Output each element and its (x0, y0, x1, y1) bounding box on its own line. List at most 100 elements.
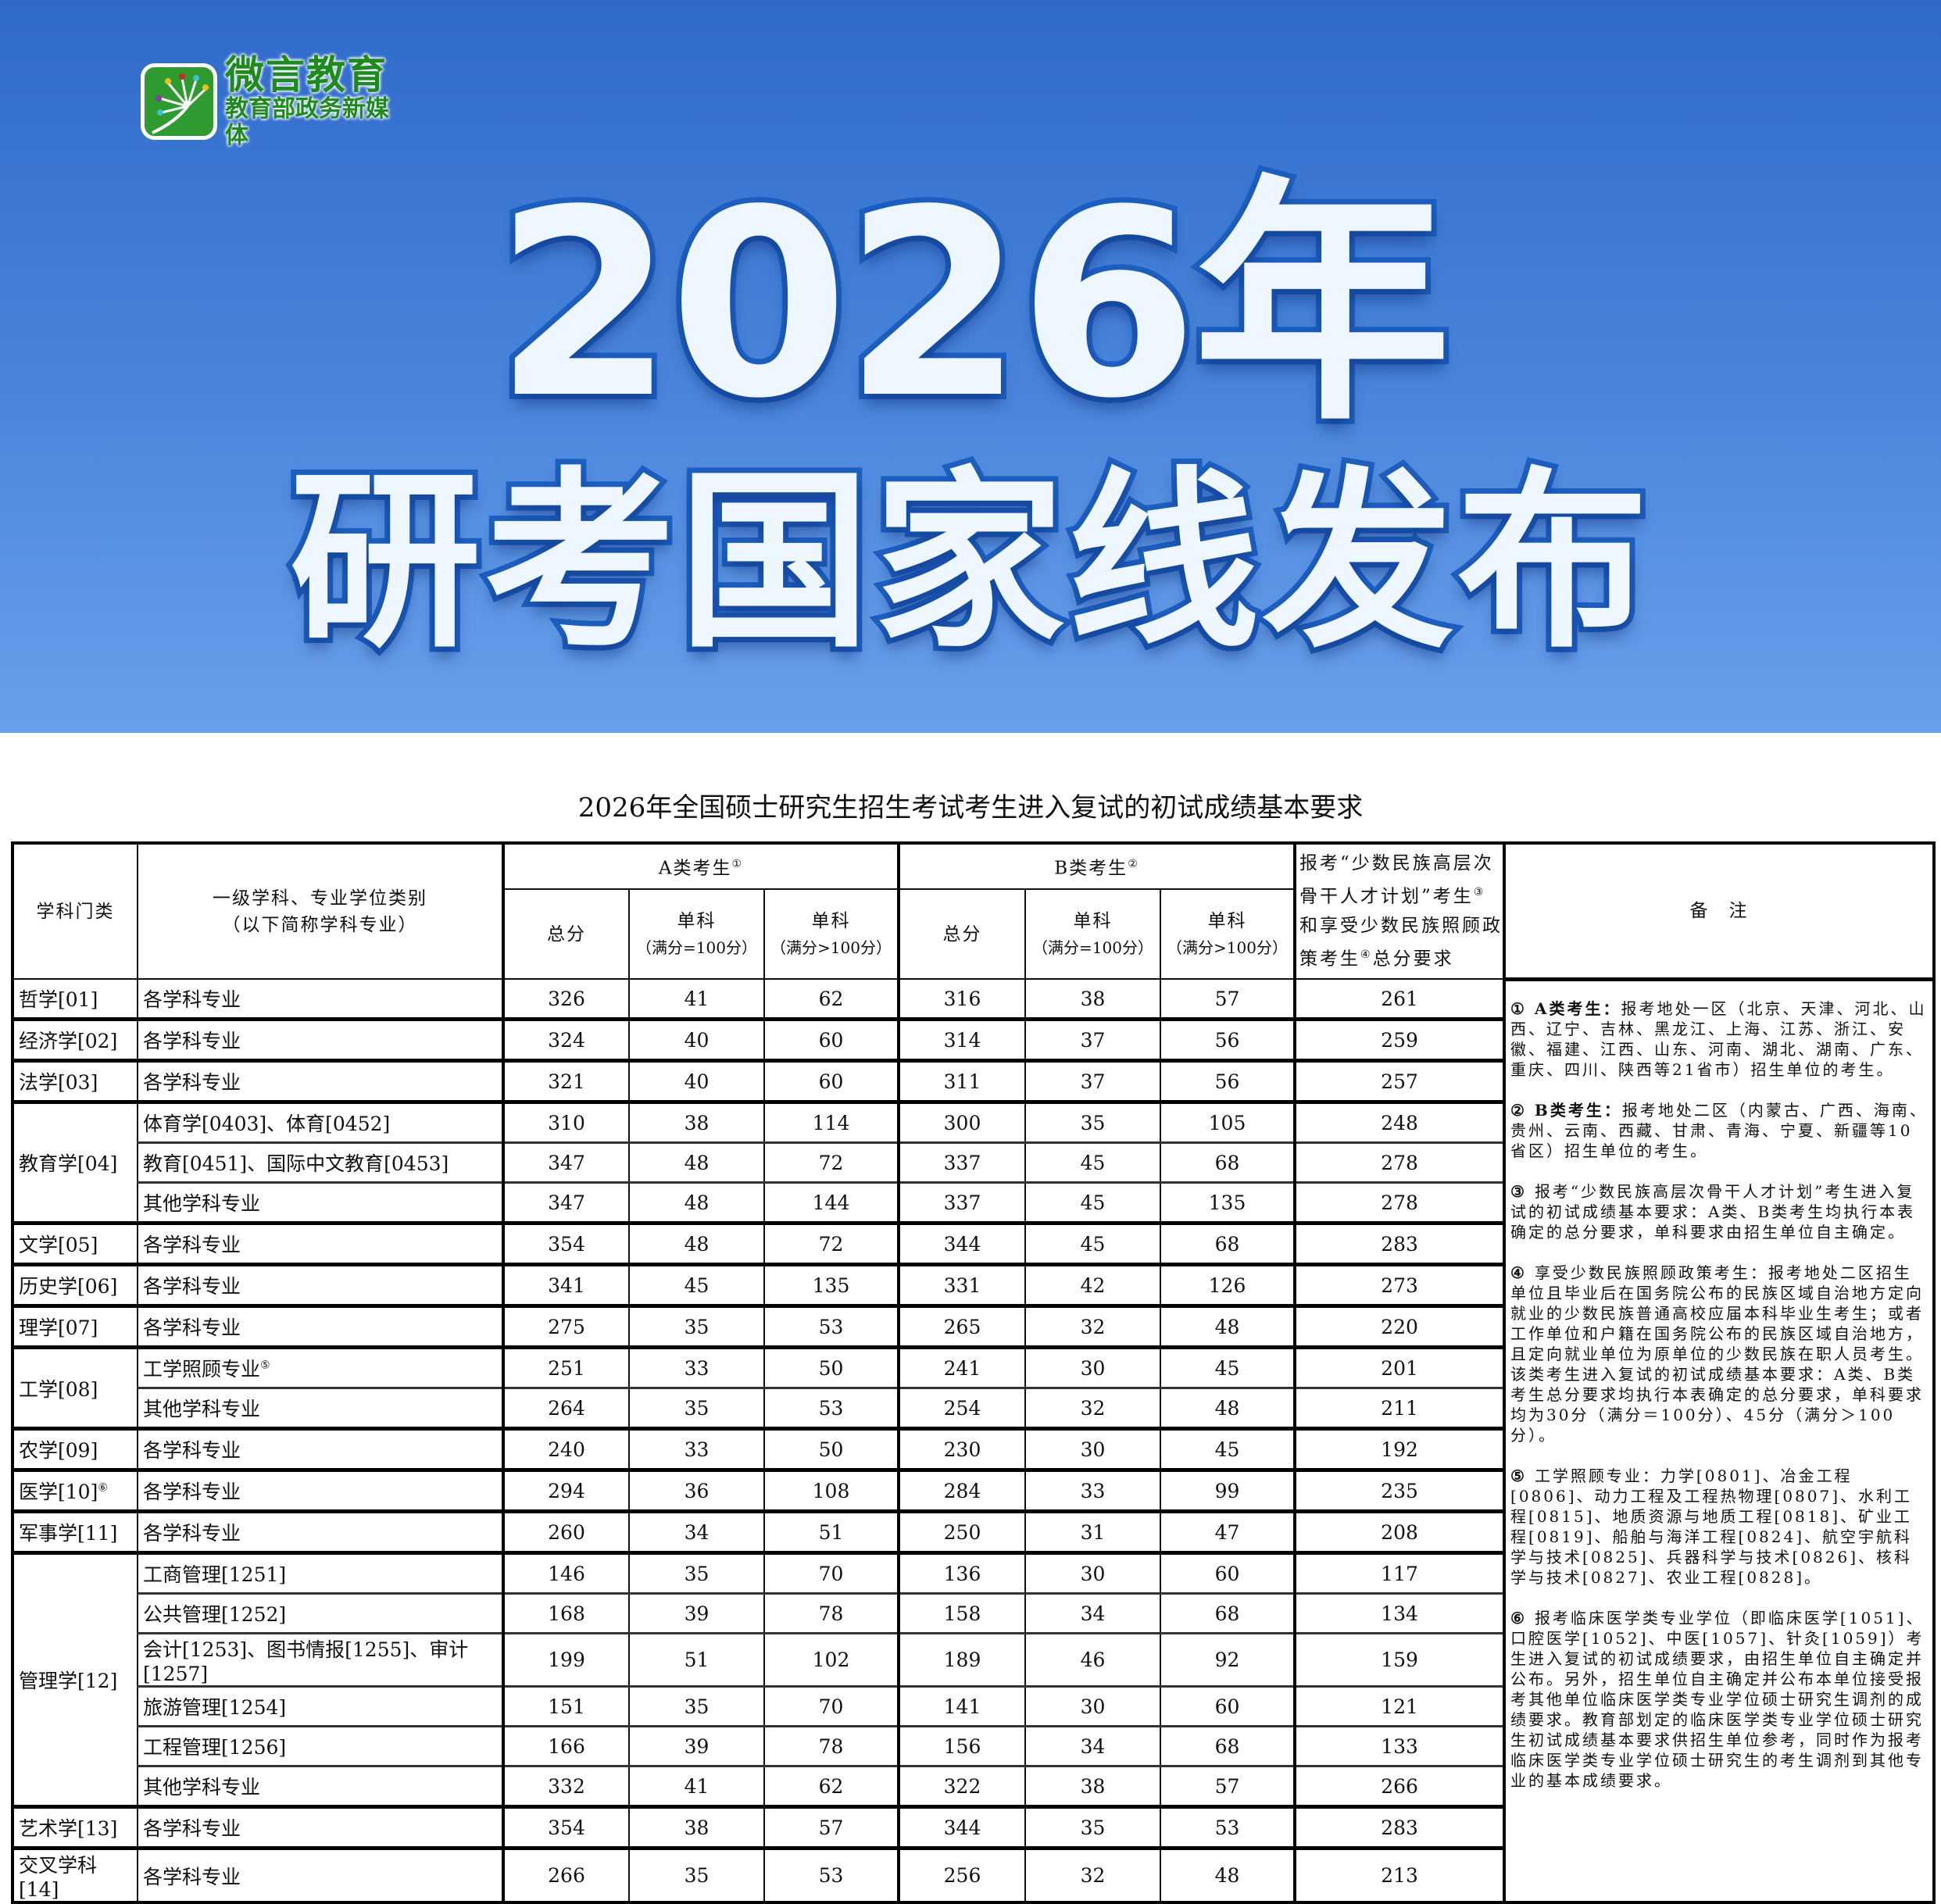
table-row: 军事学[11] 各学科专业 260 34 51 250 31 47 208 (12, 1509, 1934, 1554)
a-total-cell: 294 (502, 1468, 630, 1513)
category-cell: 工学[08] (12, 1345, 138, 1430)
minority-total-cell: 283 (1293, 1221, 1506, 1266)
category-cell: 历史学[06] (12, 1263, 138, 1307)
b-single-gt100-cell: 60 (1160, 1551, 1296, 1595)
headline-year: 2026年 (489, 151, 1457, 459)
subject-cell: 旅游管理[1254] (137, 1685, 504, 1727)
b-total-cell: 230 (897, 1427, 1027, 1471)
b-single-gt100-cell: 45 (1160, 1427, 1296, 1471)
b-single-gt100-cell: 45 (1160, 1345, 1296, 1389)
a-total-cell: 347 (502, 1181, 630, 1224)
table-row: 艺术学[13] 各学科专业 354 38 57 344 35 53 283 (12, 1805, 1934, 1849)
logo-name: 微言教育 (225, 52, 388, 98)
b-single-gt100-cell: 60 (1160, 1685, 1296, 1727)
a-total-cell: 166 (502, 1725, 630, 1767)
b-single-gt100-cell: 56 (1160, 1059, 1296, 1103)
a-single-gt100-cell: 53 (763, 1387, 900, 1430)
note-item: ① A类考生：报考地处一区（北京、天津、河北、山西、辽宁、吉林、黑龙江、上海、江… (1510, 998, 1928, 1080)
a-single-eq100-cell: 45 (628, 1263, 765, 1307)
a-total-cell: 324 (502, 1017, 630, 1062)
header-notes: 备 注 (1503, 842, 1936, 980)
subject-cell: 各学科专业 (137, 1304, 504, 1349)
category-cell: 理学[07] (12, 1304, 138, 1349)
minority-total-cell: 273 (1293, 1263, 1506, 1307)
b-single-eq100-cell: 37 (1024, 1017, 1162, 1062)
subject-cell: 公共管理[1252] (137, 1592, 504, 1634)
a-single-eq100-cell: 40 (628, 1017, 765, 1062)
b-total-cell: 314 (897, 1017, 1027, 1062)
subject-name: 各学科专业 (143, 1275, 241, 1298)
subject-cell: 各学科专业 (137, 1263, 504, 1307)
group-b-label: B类考生 (1054, 858, 1128, 879)
subject-name: 旅游管理[1254] (143, 1696, 287, 1719)
single-eq100-label: （满分=100分） (1032, 938, 1153, 957)
note-text: 报考地处一区（北京、天津、河北、山西、辽宁、吉林、黑龙江、上海、江苏、浙江、安徽… (1510, 998, 1927, 1079)
category-name: 医学[10] (19, 1481, 98, 1503)
subject-name: 各学科专业 (143, 1439, 241, 1462)
a-single-gt100-cell: 78 (763, 1725, 900, 1767)
subject-name: 各学科专业 (143, 1522, 241, 1545)
minority-total-cell: 261 (1293, 978, 1506, 1020)
a-single-eq100-cell: 35 (628, 1387, 765, 1430)
b-total-cell: 254 (897, 1387, 1027, 1430)
a-single-gt100-cell: 108 (763, 1468, 900, 1513)
a-single-gt100-cell: 57 (763, 1805, 900, 1849)
subject-cell: 各学科专业 (137, 1805, 504, 1849)
subject-cell: 各学科专业 (137, 1017, 504, 1062)
subject-name: 其他学科专业 (143, 1398, 261, 1420)
a-single-gt100-cell: 144 (763, 1181, 900, 1224)
category-cell: 管理学[12] (12, 1551, 138, 1808)
a-single-eq100-cell: 48 (628, 1181, 765, 1224)
note-lead: ① A类考生： (1510, 998, 1621, 1018)
minority-total-cell: 213 (1293, 1846, 1506, 1903)
a-single-gt100-cell: 102 (763, 1632, 900, 1688)
header-a-single-gt100: 单科 （满分>100分） (763, 888, 900, 980)
subject-cell: 教育[0451]、国际中文教育[0453] (137, 1141, 504, 1184)
a-total-cell: 251 (502, 1345, 630, 1389)
subject-cell: 其他学科专业 (137, 1387, 504, 1430)
group-b-footnote: ② (1128, 858, 1139, 871)
subject-name: 会计[1253]、图书情报[1255]、审计[1257] (143, 1638, 469, 1685)
b-total-cell: 141 (897, 1685, 1027, 1727)
subject-cell: 其他学科专业 (137, 1765, 504, 1808)
a-single-eq100-cell: 48 (628, 1141, 765, 1184)
subject-cell: 体育学[0403]、体育[0452] (137, 1100, 504, 1144)
b-total-cell: 158 (897, 1592, 1027, 1634)
category-name: 农学[09] (19, 1439, 98, 1462)
a-single-eq100-cell: 39 (628, 1592, 765, 1634)
category-cell: 军事学[11] (12, 1509, 138, 1554)
header-group-b: B类考生② (897, 842, 1296, 890)
b-single-eq100-cell: 35 (1024, 1805, 1162, 1849)
b-single-eq100-cell: 45 (1024, 1141, 1162, 1184)
single-label: 单科 (1073, 910, 1113, 931)
b-single-gt100-cell: 68 (1160, 1221, 1296, 1266)
note-text: 报考“少数民族高层次骨干人才计划”考生进入复试的初试成绩基本要求：A类、B类考生… (1510, 1181, 1916, 1241)
minority-total-cell: 117 (1293, 1551, 1506, 1595)
a-total-cell: 266 (502, 1846, 630, 1903)
subject-name: 体育学[0403]、体育[0452] (143, 1113, 391, 1135)
minority-text-3: 总分要求 (1372, 948, 1454, 970)
subject-cell: 各学科专业 (137, 1509, 504, 1554)
a-single-eq100-cell: 40 (628, 1059, 765, 1103)
minority-total-cell: 159 (1293, 1632, 1506, 1688)
b-single-eq100-cell: 30 (1024, 1685, 1162, 1727)
header-a-single-eq100: 单科 （满分=100分） (628, 888, 765, 980)
single-label: 单科 (677, 910, 717, 931)
b-total-cell: 241 (897, 1345, 1027, 1389)
b-single-gt100-cell: 57 (1160, 1765, 1296, 1808)
minority-total-cell: 283 (1293, 1805, 1506, 1849)
table-row: 工程管理[1256] 166 39 78 156 34 68 133 (13, 1725, 1934, 1767)
minority-text-1: 报考“少数民族高层次骨干人才计划”考生 (1299, 852, 1494, 907)
subject-cell: 工商管理[1251] (137, 1551, 504, 1595)
header-a-total: 总分 (502, 888, 630, 980)
subject-name: 工商管理[1251] (143, 1563, 287, 1586)
minority-total-cell: 266 (1293, 1765, 1506, 1808)
subject-name: 工学照顾专业 (143, 1358, 261, 1381)
note-item: ② B类考生：报考地处二区（内蒙古、广西、海南、贵州、云南、西藏、甘肃、青海、宁… (1510, 1100, 1928, 1161)
category-name: 理学[07] (19, 1316, 98, 1339)
subject-cell: 工学照顾专业⑤ (137, 1345, 504, 1389)
group-a-footnote: ① (731, 858, 744, 871)
table-body: 哲学[01] 各学科专业 326 41 62 316 38 57 261 ① A类考生：报考地处一… (12, 977, 1936, 1903)
b-single-eq100-cell: 38 (1024, 978, 1162, 1020)
a-single-gt100-cell: 51 (763, 1509, 900, 1554)
